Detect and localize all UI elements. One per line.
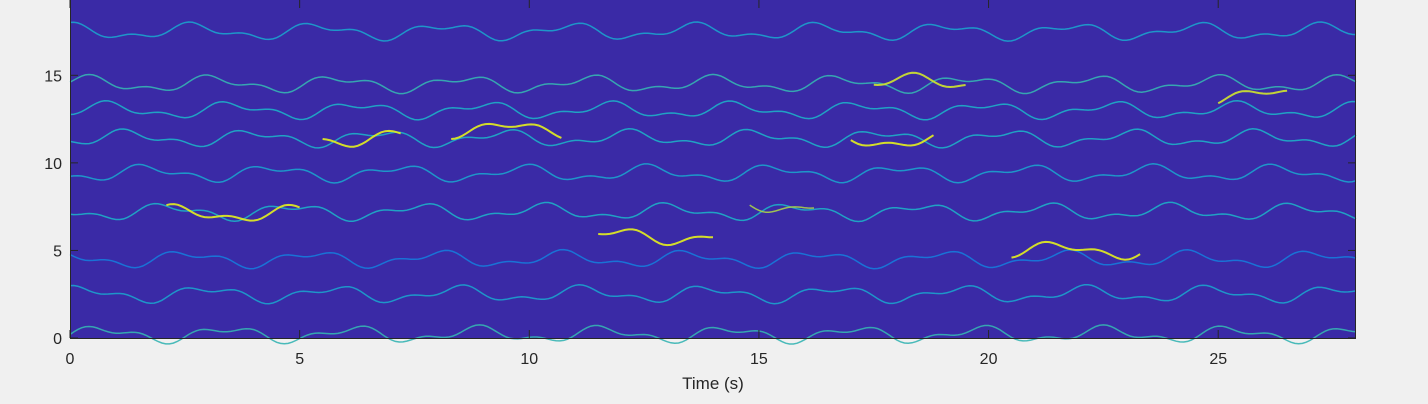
- y-tick-label: 15: [44, 68, 62, 85]
- ridge-line: [69, 201, 1357, 223]
- ridge-line: [69, 163, 1357, 184]
- ridge-line: [598, 228, 714, 247]
- ridge-line: [873, 71, 966, 89]
- y-ticks: 0 5 10 15: [44, 68, 1356, 348]
- ridge-line: [1011, 240, 1141, 261]
- x-tick-label: 20: [980, 351, 998, 368]
- x-ticks: 0 5 10 15 20 25: [66, 0, 1227, 368]
- ridge-line: [166, 203, 300, 222]
- y-tick-label: 10: [44, 156, 62, 173]
- ridge-line: [69, 324, 1357, 345]
- plot-area: [70, 0, 1356, 338]
- ridge-layer: [69, 21, 1357, 345]
- ridge-line: [69, 128, 1357, 149]
- ridge-line: [69, 99, 1357, 121]
- ridge-line: [69, 248, 1357, 270]
- x-tick-label: 15: [750, 351, 768, 368]
- x-tick-label: 5: [295, 351, 304, 368]
- ridge-line: [451, 122, 562, 140]
- ridge-line: [69, 73, 1357, 95]
- x-tick-label: 10: [520, 351, 538, 368]
- x-tick-label: 25: [1209, 351, 1227, 368]
- ridge-line: [322, 129, 401, 148]
- axes: [70, 0, 1356, 339]
- ridge-line: [69, 283, 1357, 305]
- x-axis-label: Time (s): [682, 374, 744, 393]
- x-tick-label: 0: [66, 351, 75, 368]
- y-tick-label: 5: [53, 243, 62, 260]
- ridge-line: [850, 134, 935, 147]
- ridge-line: [1217, 89, 1288, 105]
- y-tick-label: 0: [53, 331, 62, 348]
- ridge-line: [69, 21, 1357, 42]
- ridge-line: [749, 204, 815, 213]
